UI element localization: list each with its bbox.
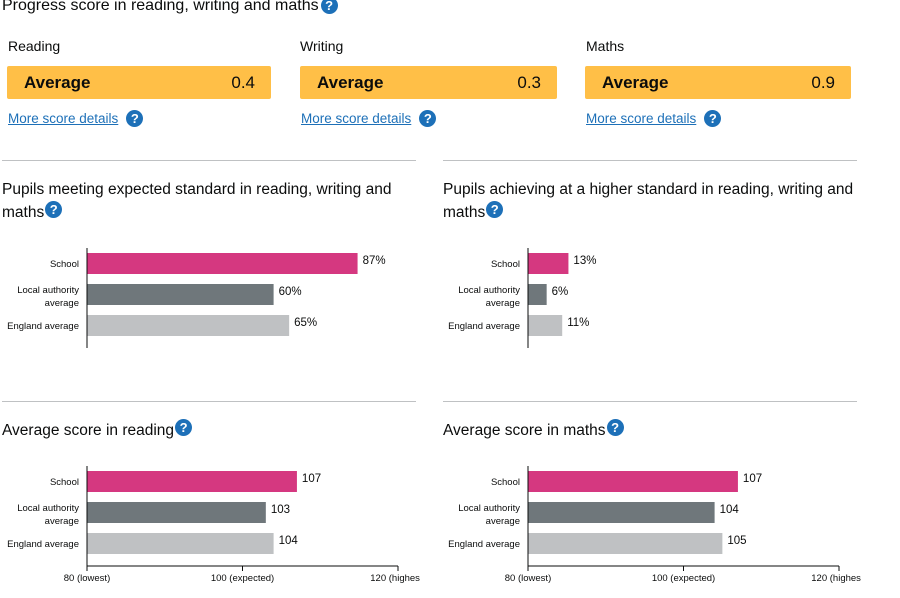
reading-average-title: Average score in reading? — [2, 419, 193, 442]
x-tick-label: 80 (lowest) — [505, 573, 551, 584]
expected-standard-title-text: Pupils meeting expected standard in read… — [2, 181, 392, 221]
reading-more-details-link[interactable]: More score details? — [8, 110, 144, 127]
x-tick-label: 100 (expected) — [652, 573, 715, 584]
higher-standard-title-text: Pupils achieving at a higher standard in… — [443, 181, 854, 221]
x-tick-label: 100 (expected) — [211, 573, 274, 584]
category-label: England average — [7, 539, 79, 550]
value-label: 60% — [279, 286, 302, 298]
bar-england — [87, 533, 274, 554]
maths-average-title: Average score in maths? — [443, 419, 624, 442]
value-label: 6% — [552, 286, 569, 298]
writing-score-box: Average 0.3 — [300, 66, 557, 99]
bar-england — [87, 315, 290, 336]
maths-more-details-link[interactable]: More score details? — [586, 110, 722, 127]
value-label: 87% — [363, 255, 386, 267]
question-mark-icon[interactable]: ? — [175, 419, 193, 436]
category-label: School — [50, 477, 79, 488]
x-tick-label: 120 (highest) — [811, 573, 861, 584]
value-label: 103 — [271, 504, 290, 516]
higher-standard-chart: School 13% Local authority average 6% England… — [448, 248, 596, 348]
maths-band: Average — [602, 72, 669, 92]
value-label: 107 — [743, 473, 762, 485]
page-title: Progress score in reading, writing and m… — [2, 0, 338, 15]
value-label: 104 — [720, 504, 740, 516]
category-label: Local authority average — [458, 503, 520, 527]
writing-score: 0.3 — [517, 72, 541, 92]
maths-average-chart: School 107 Local authority average 104 Englan… — [448, 466, 861, 584]
bar-local-authority — [87, 502, 266, 523]
value-label: 11% — [567, 317, 589, 329]
maths-score: 0.9 — [811, 72, 835, 92]
reading-band: Average — [24, 72, 91, 92]
bar-england — [528, 315, 563, 336]
question-mark-icon[interactable]: ? — [45, 201, 63, 218]
bar-school — [528, 253, 569, 274]
bar-local-authority — [528, 502, 715, 523]
category-label: School — [491, 259, 520, 270]
category-label: Local authority average — [17, 503, 79, 527]
expected-standard-title: Pupils meeting expected standard in read… — [2, 178, 412, 224]
reading-score-box: Average 0.4 — [7, 66, 271, 99]
maths-score-box: Average 0.9 — [585, 66, 851, 99]
category-label: Local authority average — [458, 285, 520, 309]
x-tick-label: 120 (highest) — [370, 573, 420, 584]
reading-more-details-text[interactable]: More score details — [8, 111, 119, 126]
reading-score: 0.4 — [231, 72, 255, 92]
category-label: England average — [448, 321, 520, 332]
divider — [2, 160, 416, 161]
maths-more-details-text[interactable]: More score details — [586, 111, 697, 126]
writing-band: Average — [317, 72, 384, 92]
bar-local-authority — [528, 284, 547, 305]
category-label: England average — [7, 321, 79, 332]
divider — [2, 401, 416, 402]
value-label: 65% — [294, 317, 317, 329]
writing-more-details-text[interactable]: More score details — [301, 111, 412, 126]
question-mark-icon[interactable]: ? — [704, 110, 722, 127]
question-mark-icon[interactable]: ? — [419, 110, 437, 127]
value-label: 104 — [279, 535, 299, 547]
category-label: Local authority average — [17, 285, 79, 309]
reading-average-chart: School 107 Local authority average 103 Englan… — [7, 466, 420, 584]
higher-standard-title: Pupils achieving at a higher standard in… — [443, 178, 861, 224]
maths-label: Maths — [586, 38, 625, 54]
value-label: 13% — [573, 255, 596, 267]
page-title-text: Progress score in reading, writing and m… — [2, 0, 319, 14]
bar-local-authority — [87, 284, 274, 305]
divider — [443, 401, 857, 402]
bar-school — [87, 471, 297, 492]
question-mark-icon[interactable]: ? — [320, 0, 338, 14]
writing-more-details-link[interactable]: More score details? — [301, 110, 437, 127]
value-label: 105 — [727, 535, 746, 547]
category-label: School — [491, 477, 520, 488]
question-mark-icon[interactable]: ? — [486, 201, 504, 218]
writing-label: Writing — [300, 38, 344, 54]
category-label: School — [50, 259, 79, 270]
reading-label: Reading — [8, 38, 61, 54]
question-mark-icon[interactable]: ? — [126, 110, 144, 127]
bar-school — [528, 471, 738, 492]
divider — [443, 160, 857, 161]
question-mark-icon[interactable]: ? — [606, 419, 624, 436]
category-label: England average — [448, 539, 520, 550]
maths-average-title-text: Average score in maths — [443, 422, 606, 439]
expected-standard-chart: School 87% Local authority average 60% Englan… — [7, 248, 386, 348]
x-tick-label: 80 (lowest) — [64, 573, 110, 584]
bar-england — [528, 533, 723, 554]
value-label: 107 — [302, 473, 321, 485]
bar-school — [87, 253, 358, 274]
reading-average-title-text: Average score in reading — [2, 422, 175, 439]
